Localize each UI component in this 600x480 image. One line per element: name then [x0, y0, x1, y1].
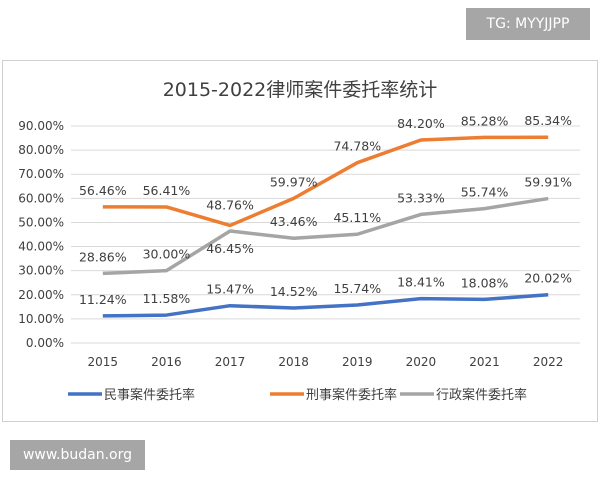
legend-label: 民事案件委托率 — [104, 387, 195, 403]
series-line-2 — [102, 196, 549, 276]
x-tick-label: 2020 — [406, 355, 437, 369]
y-tick-label: 50.00% — [18, 215, 64, 229]
data-label: 28.86% — [79, 249, 127, 264]
x-tick-label: 2017 — [215, 355, 246, 369]
y-tick-label: 0.00% — [26, 336, 64, 350]
data-label: 59.91% — [524, 175, 572, 190]
x-tick-label: 2018 — [278, 355, 309, 369]
x-tick-label: 2022 — [533, 355, 564, 369]
data-label: 56.46% — [79, 183, 127, 198]
watermark-site: www.budan.org — [10, 440, 145, 470]
y-tick-label: 80.00% — [18, 143, 64, 157]
series-line-0 — [102, 292, 549, 318]
data-label: 18.08% — [461, 275, 509, 290]
y-tick-label: 20.00% — [18, 288, 64, 302]
x-tick-label: 2019 — [342, 355, 373, 369]
data-label: 11.24% — [79, 292, 127, 307]
data-label: 15.74% — [333, 281, 381, 296]
data-label: 46.45% — [206, 241, 254, 256]
data-label: 14.52% — [270, 284, 318, 299]
x-tick-label: 2016 — [151, 355, 182, 369]
y-tick-label: 40.00% — [18, 240, 64, 254]
chart-frame — [2, 60, 598, 422]
data-label: 18.41% — [397, 275, 445, 290]
watermark-tg: TG: MYYJJPP — [466, 8, 590, 40]
data-label: 45.11% — [333, 210, 381, 225]
data-label: 53.33% — [397, 190, 445, 205]
chart-title: 2015-2022律师案件委托率统计 — [163, 79, 438, 101]
data-label: 20.02% — [524, 271, 572, 286]
x-tick-label: 2015 — [88, 355, 119, 369]
data-label: 48.76% — [206, 197, 254, 212]
legend-label: 刑事案件委托率 — [306, 387, 397, 403]
data-label: 55.74% — [461, 185, 509, 200]
data-label: 59.97% — [270, 174, 318, 189]
y-tick-label: 70.00% — [18, 167, 64, 181]
series-line-1 — [102, 135, 549, 228]
data-label: 56.41% — [143, 183, 191, 198]
x-tick-label: 2021 — [469, 355, 500, 369]
legend-label: 行政案件委托率 — [436, 387, 527, 403]
y-tick-label: 10.00% — [18, 312, 64, 326]
data-label: 85.34% — [524, 113, 572, 128]
data-label: 85.28% — [461, 113, 509, 128]
y-tick-label: 90.00% — [18, 119, 64, 133]
data-label: 30.00% — [143, 247, 191, 262]
y-tick-label: 60.00% — [18, 191, 64, 205]
data-label: 84.20% — [397, 116, 445, 131]
y-tick-label: 30.00% — [18, 264, 64, 278]
data-label: 11.58% — [143, 291, 191, 306]
data-label: 15.47% — [206, 282, 254, 297]
data-label: 43.46% — [270, 214, 318, 229]
data-label: 74.78% — [333, 139, 381, 154]
